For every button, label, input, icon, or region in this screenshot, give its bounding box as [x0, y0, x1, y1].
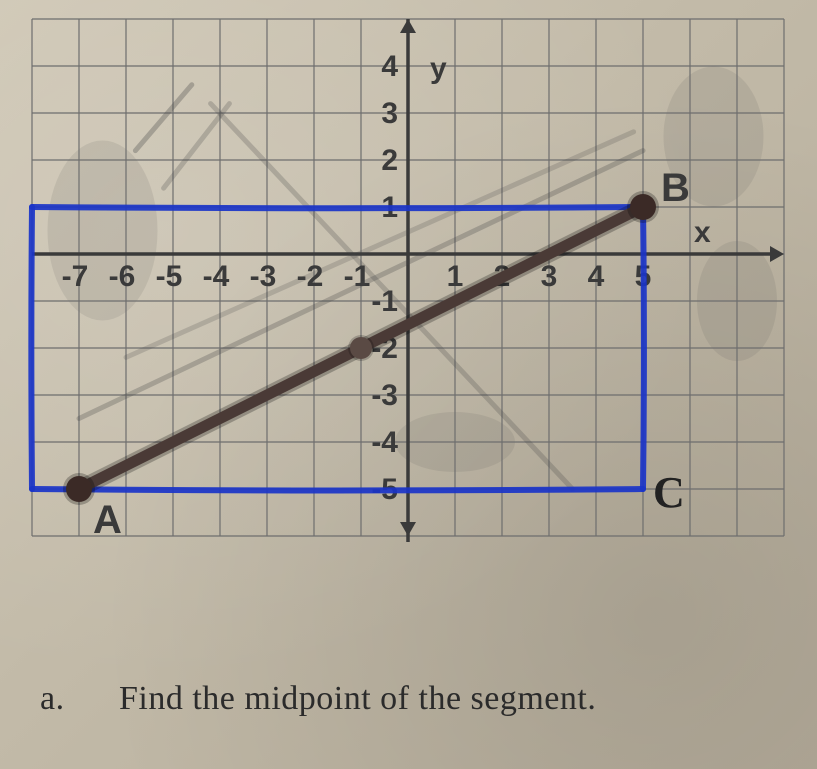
point-label-a: A — [93, 498, 122, 542]
question-body: Find the midpoint of the segment. — [119, 680, 596, 717]
point-label-b: B — [661, 166, 690, 210]
x-tick-label: -6 — [109, 260, 136, 293]
point-a — [66, 476, 92, 502]
question-letter: a. — [40, 680, 110, 718]
y-axis-label: y — [430, 52, 447, 85]
point-b — [630, 194, 656, 220]
x-tick-label: 1 — [447, 260, 464, 293]
midpoint-marker — [350, 337, 372, 359]
x-tick-label: 4 — [588, 260, 605, 293]
x-tick-label: -5 — [156, 260, 183, 293]
axis-tick-labels: -7-6-5-4-3-2-112345-5-4-3-2-11234 — [62, 50, 652, 506]
point-label-c: C — [653, 468, 685, 517]
x-tick-label: -7 — [62, 260, 89, 293]
y-tick-label: -3 — [371, 379, 398, 412]
coordinate-plane: yx -7-6-5-4-3-2-112345-5-4-3-2-11234 C A… — [0, 0, 817, 660]
x-tick-label: -3 — [250, 260, 277, 293]
x-axis-label: x — [694, 216, 711, 249]
x-tick-label: -4 — [203, 260, 230, 293]
y-tick-label: 3 — [381, 97, 398, 130]
question-text: a. Find the midpoint of the segment. — [40, 680, 780, 718]
y-tick-label: 2 — [381, 144, 398, 177]
y-tick-label: -4 — [371, 426, 398, 459]
y-tick-label: 4 — [381, 50, 398, 83]
